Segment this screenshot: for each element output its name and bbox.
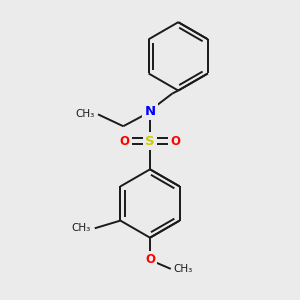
Text: CH₃: CH₃ xyxy=(76,109,95,119)
Text: O: O xyxy=(145,254,155,266)
Text: CH₃: CH₃ xyxy=(174,264,193,274)
Text: S: S xyxy=(145,135,155,148)
Text: O: O xyxy=(170,135,180,148)
Text: O: O xyxy=(120,135,130,148)
Text: N: N xyxy=(144,105,156,118)
Text: CH₃: CH₃ xyxy=(71,223,90,233)
